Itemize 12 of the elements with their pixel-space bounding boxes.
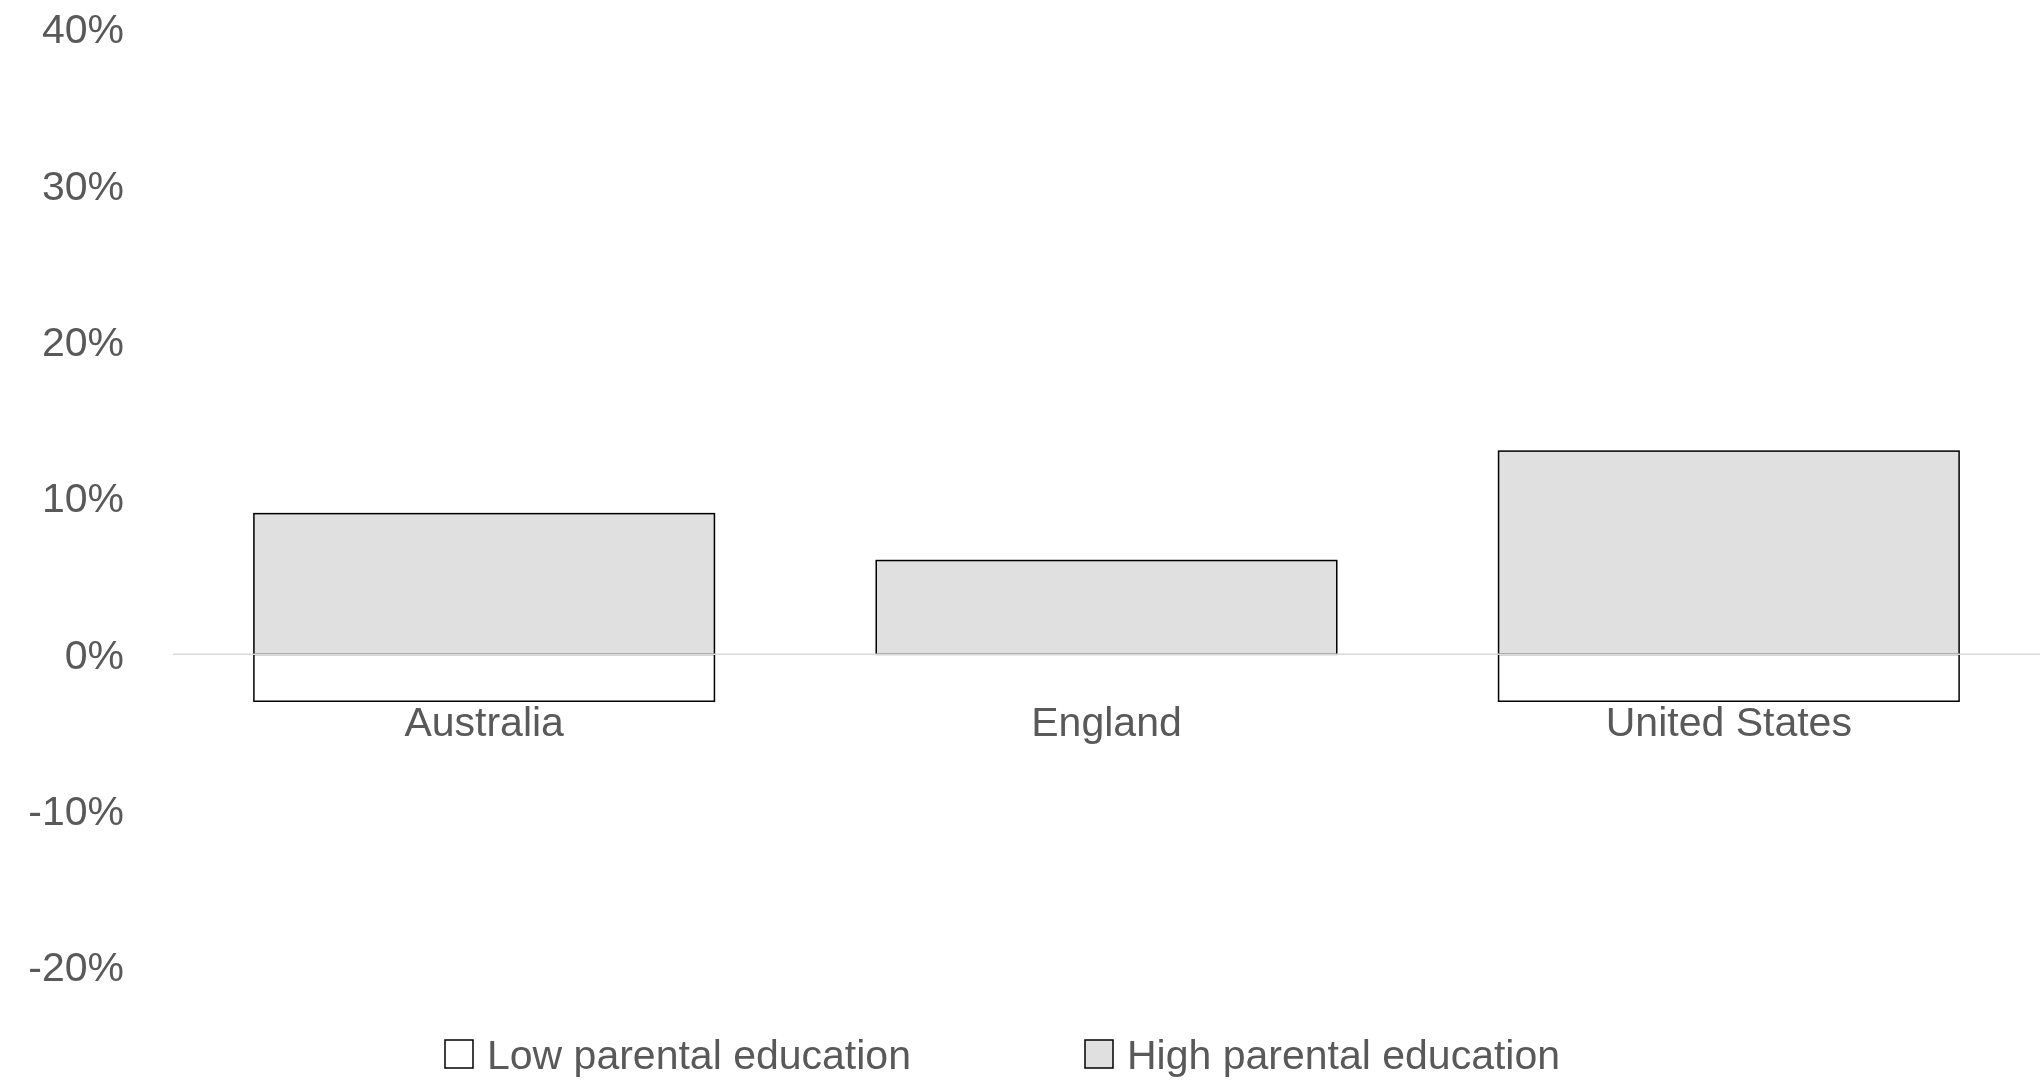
y-tick-label: -20% xyxy=(28,944,124,991)
y-tick-label: 40% xyxy=(41,6,124,53)
x-tick-label: Australia xyxy=(404,699,565,746)
legend-label: Low parental education xyxy=(487,1032,911,1079)
y-tick-label: 0% xyxy=(64,631,124,678)
legend-label: High parental education xyxy=(1127,1032,1561,1079)
y-tick-label: -10% xyxy=(28,788,124,835)
y-tick-label: 30% xyxy=(41,162,124,209)
y-tick-label: 10% xyxy=(41,475,124,522)
x-tick-label: United States xyxy=(1605,699,1852,746)
x-tick-label: England xyxy=(1031,699,1182,746)
y-tick-label: 20% xyxy=(41,319,124,366)
